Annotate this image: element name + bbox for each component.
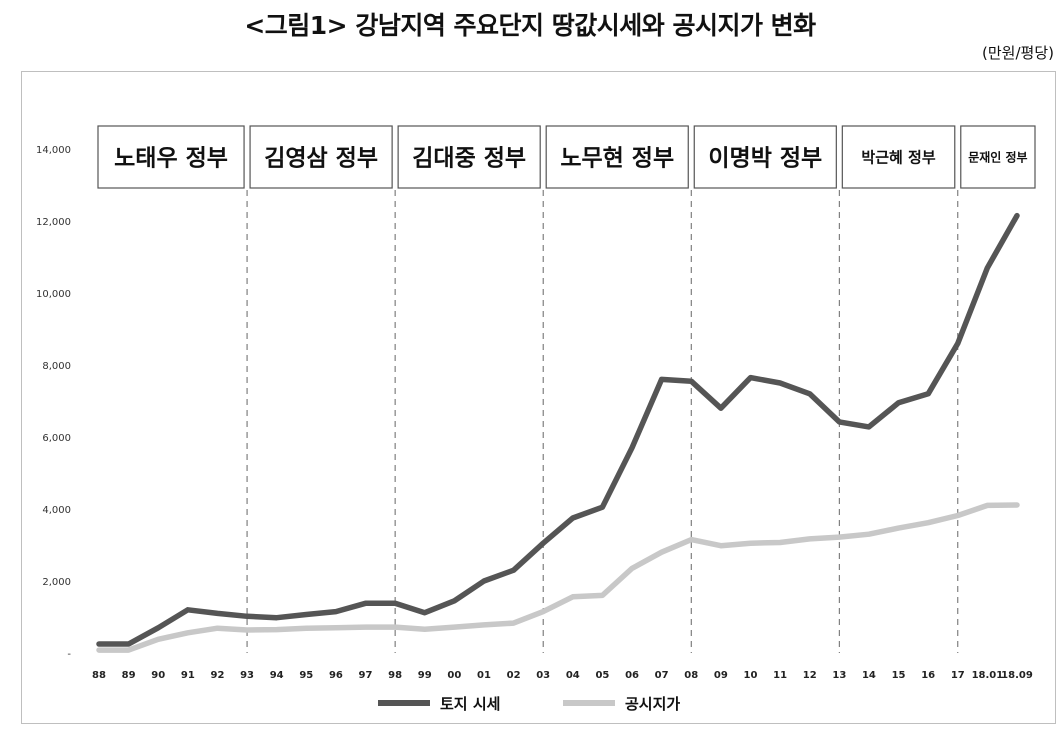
- x-tick-label: 13: [832, 670, 846, 681]
- unit-label: (만원/평당): [982, 44, 1054, 62]
- x-tick-label: 17: [951, 670, 965, 681]
- era-dividers: [246, 190, 959, 653]
- x-tick-label: 16: [921, 670, 935, 681]
- era-box: [960, 125, 1036, 189]
- era-box: [693, 125, 837, 189]
- era-label: 노무현 정부: [560, 145, 674, 171]
- y-axis-ticks: - 2,000 4,000 6,000 8,000 10,000 12,000 14,000: [36, 145, 71, 660]
- era-boxes: 노태우 정부 김영삼 정부 김대중 정부 노무현 정부 이명박 정부 박근혜 정부 문재인 …: [97, 125, 1036, 189]
- series-line: [96, 502, 1020, 653]
- x-tick-label: 95: [299, 670, 313, 681]
- y-tick-label: 12,000: [36, 217, 71, 228]
- x-tick-label: 06: [625, 670, 639, 681]
- era-box: [841, 125, 956, 189]
- x-tick-label: 14: [862, 670, 876, 681]
- era-label: 노태우 정부: [114, 145, 228, 171]
- legend-label: 토지 시세: [440, 695, 500, 713]
- x-tick-label: 10: [744, 670, 758, 681]
- y-tick-label: 4,000: [42, 505, 71, 516]
- x-tick-label: 08: [684, 670, 698, 681]
- x-tick-label: 01: [477, 670, 491, 681]
- x-tick-label: 02: [507, 670, 521, 681]
- series-lines: [96, 212, 1020, 653]
- x-tick-label: 94: [270, 670, 284, 681]
- legend-label: 공시지가: [625, 695, 680, 713]
- x-tick-label: 15: [892, 670, 906, 681]
- x-tick-label: 11: [773, 670, 787, 681]
- y-tick-label: 6,000: [42, 433, 71, 444]
- era-label: 박근혜 정부: [861, 148, 935, 166]
- era-box: [397, 125, 541, 189]
- legend: 토지 시세 공시지가: [378, 695, 680, 713]
- era-label: 문재인 정부: [968, 149, 1027, 164]
- x-tick-label: 18.01: [972, 670, 1004, 681]
- x-tick-label: 12: [803, 670, 817, 681]
- x-tick-label: 03: [536, 670, 550, 681]
- y-tick-label: 10,000: [36, 289, 71, 300]
- x-tick-label: 91: [181, 670, 195, 681]
- x-tick-label: 05: [595, 670, 609, 681]
- y-tick-label: 14,000: [36, 145, 71, 156]
- x-axis-ticks: 88 89 90 91 92 93 94 95 96 97 98 99 00 01 02 03 04 05 06 07…: [92, 670, 1033, 681]
- chart-title: <그림1> 강남지역 주요단지 땅값시세와 공시지가 변화: [244, 11, 816, 40]
- era-box: [249, 125, 393, 189]
- x-tick-label: 96: [329, 670, 343, 681]
- x-tick-label: 93: [240, 670, 254, 681]
- x-tick-label: 88: [92, 670, 106, 681]
- x-tick-label: 89: [122, 670, 136, 681]
- era-box: [545, 125, 689, 189]
- y-tick-label: 2,000: [42, 577, 71, 588]
- x-tick-label: 90: [151, 670, 165, 681]
- x-tick-label: 97: [359, 670, 373, 681]
- era-label: 김영삼 정부: [264, 145, 378, 171]
- era-box: [97, 125, 245, 189]
- x-tick-label: 18.09: [1001, 670, 1033, 681]
- x-tick-label: 92: [210, 670, 224, 681]
- chart-frame: [21, 71, 1056, 724]
- x-tick-label: 07: [655, 670, 669, 681]
- x-tick-label: 04: [566, 670, 580, 681]
- x-tick-label: 00: [447, 670, 461, 681]
- x-tick-label: 09: [714, 670, 728, 681]
- y-tick-label: -: [67, 649, 71, 660]
- era-label: 김대중 정부: [412, 145, 526, 171]
- y-tick-label: 8,000: [42, 361, 71, 372]
- series-line: [96, 212, 1020, 647]
- era-label: 이명박 정부: [708, 145, 822, 171]
- x-tick-label: 99: [418, 670, 432, 681]
- x-tick-label: 98: [388, 670, 402, 681]
